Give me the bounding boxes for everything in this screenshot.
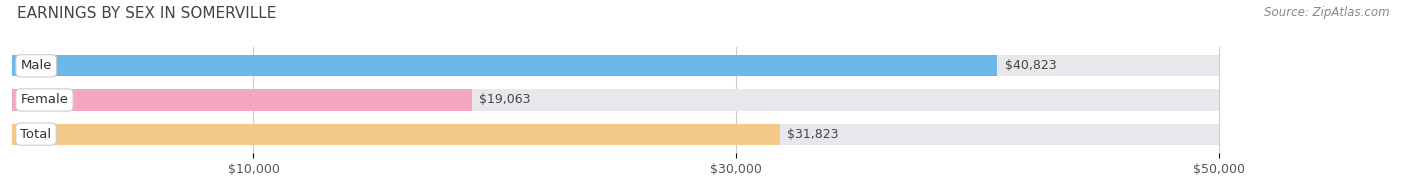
Bar	[13, 123, 1219, 145]
Text: $19,063: $19,063	[479, 93, 531, 106]
Text: Female: Female	[21, 93, 69, 106]
Bar	[13, 123, 780, 145]
Text: Total: Total	[21, 128, 52, 141]
Text: Source: ZipAtlas.com: Source: ZipAtlas.com	[1264, 6, 1389, 19]
Bar	[13, 89, 1219, 111]
Text: $31,823: $31,823	[787, 128, 839, 141]
Bar	[13, 89, 472, 111]
Bar	[13, 55, 997, 76]
Bar	[13, 55, 1219, 76]
Text: Male: Male	[21, 59, 52, 72]
Text: $40,823: $40,823	[1005, 59, 1056, 72]
Text: EARNINGS BY SEX IN SOMERVILLE: EARNINGS BY SEX IN SOMERVILLE	[17, 6, 276, 21]
